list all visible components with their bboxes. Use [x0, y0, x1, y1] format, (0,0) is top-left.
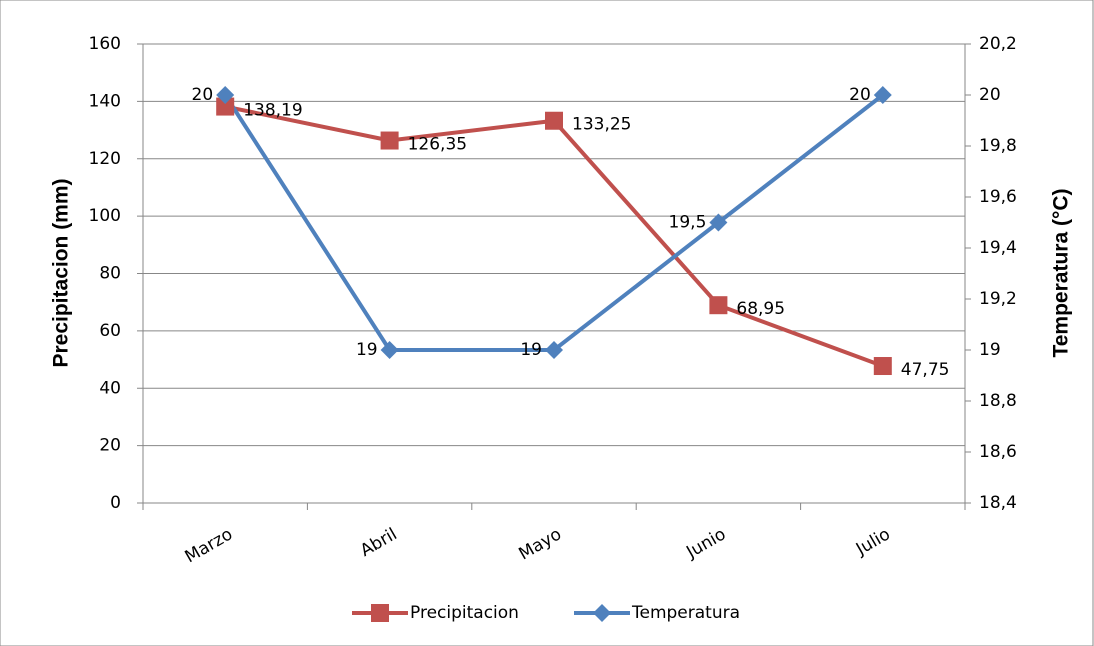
- y2-tick-label: 18,4: [979, 493, 1017, 513]
- marker: [216, 86, 235, 104]
- y-axis-label: Precipitacion (mm): [50, 178, 73, 367]
- y-tick-label: 80: [99, 264, 121, 284]
- marker: [593, 604, 611, 622]
- data-label: 126,35: [408, 135, 467, 155]
- y2-tick-label: 18,6: [979, 442, 1017, 462]
- y2-tick-label: 20: [979, 85, 1001, 105]
- marker: [216, 97, 235, 116]
- y-tick-label: 60: [99, 321, 121, 341]
- marker: [709, 213, 728, 232]
- y2-tick-label: 19,8: [979, 136, 1017, 156]
- marker: [371, 604, 389, 622]
- data-label: 19: [356, 340, 378, 360]
- y2-tick-label: 18,8: [979, 391, 1017, 411]
- data-label: 19,5: [669, 213, 707, 233]
- marker: [380, 341, 399, 359]
- y2-tick-label: 19,4: [979, 238, 1017, 258]
- y-tick-label: 40: [99, 378, 121, 398]
- y-tick-label: 100: [89, 206, 121, 226]
- data-label: 20: [192, 85, 214, 105]
- marker: [873, 357, 892, 376]
- y2-tick-label: 19: [979, 340, 1001, 360]
- legend-label: Precipitacion: [410, 603, 519, 623]
- marker: [873, 86, 892, 104]
- y2-tick-label: 20,2: [979, 34, 1017, 54]
- data-label: 68,95: [736, 299, 785, 319]
- y-tick-label: 0: [110, 493, 121, 513]
- marker: [545, 111, 563, 130]
- marker: [709, 296, 728, 315]
- legend-label: Temperatura: [631, 603, 740, 623]
- data-label: 47,75: [901, 360, 950, 380]
- data-label: 133,25: [572, 115, 631, 135]
- y-tick-label: 140: [89, 91, 121, 111]
- marker: [545, 341, 563, 359]
- y2-tick-label: 19,6: [979, 187, 1017, 207]
- y-tick-label: 160: [89, 34, 121, 54]
- y-tick-label: 20: [99, 436, 121, 456]
- marker: [380, 131, 399, 150]
- y2-axis-label: Temperatura (°C): [1050, 188, 1073, 357]
- data-label: 138,19: [243, 101, 302, 121]
- data-label: 19: [520, 340, 542, 360]
- data-label: 20: [849, 85, 871, 105]
- y-tick-label: 120: [89, 149, 121, 169]
- y2-tick-label: 19,2: [979, 289, 1017, 309]
